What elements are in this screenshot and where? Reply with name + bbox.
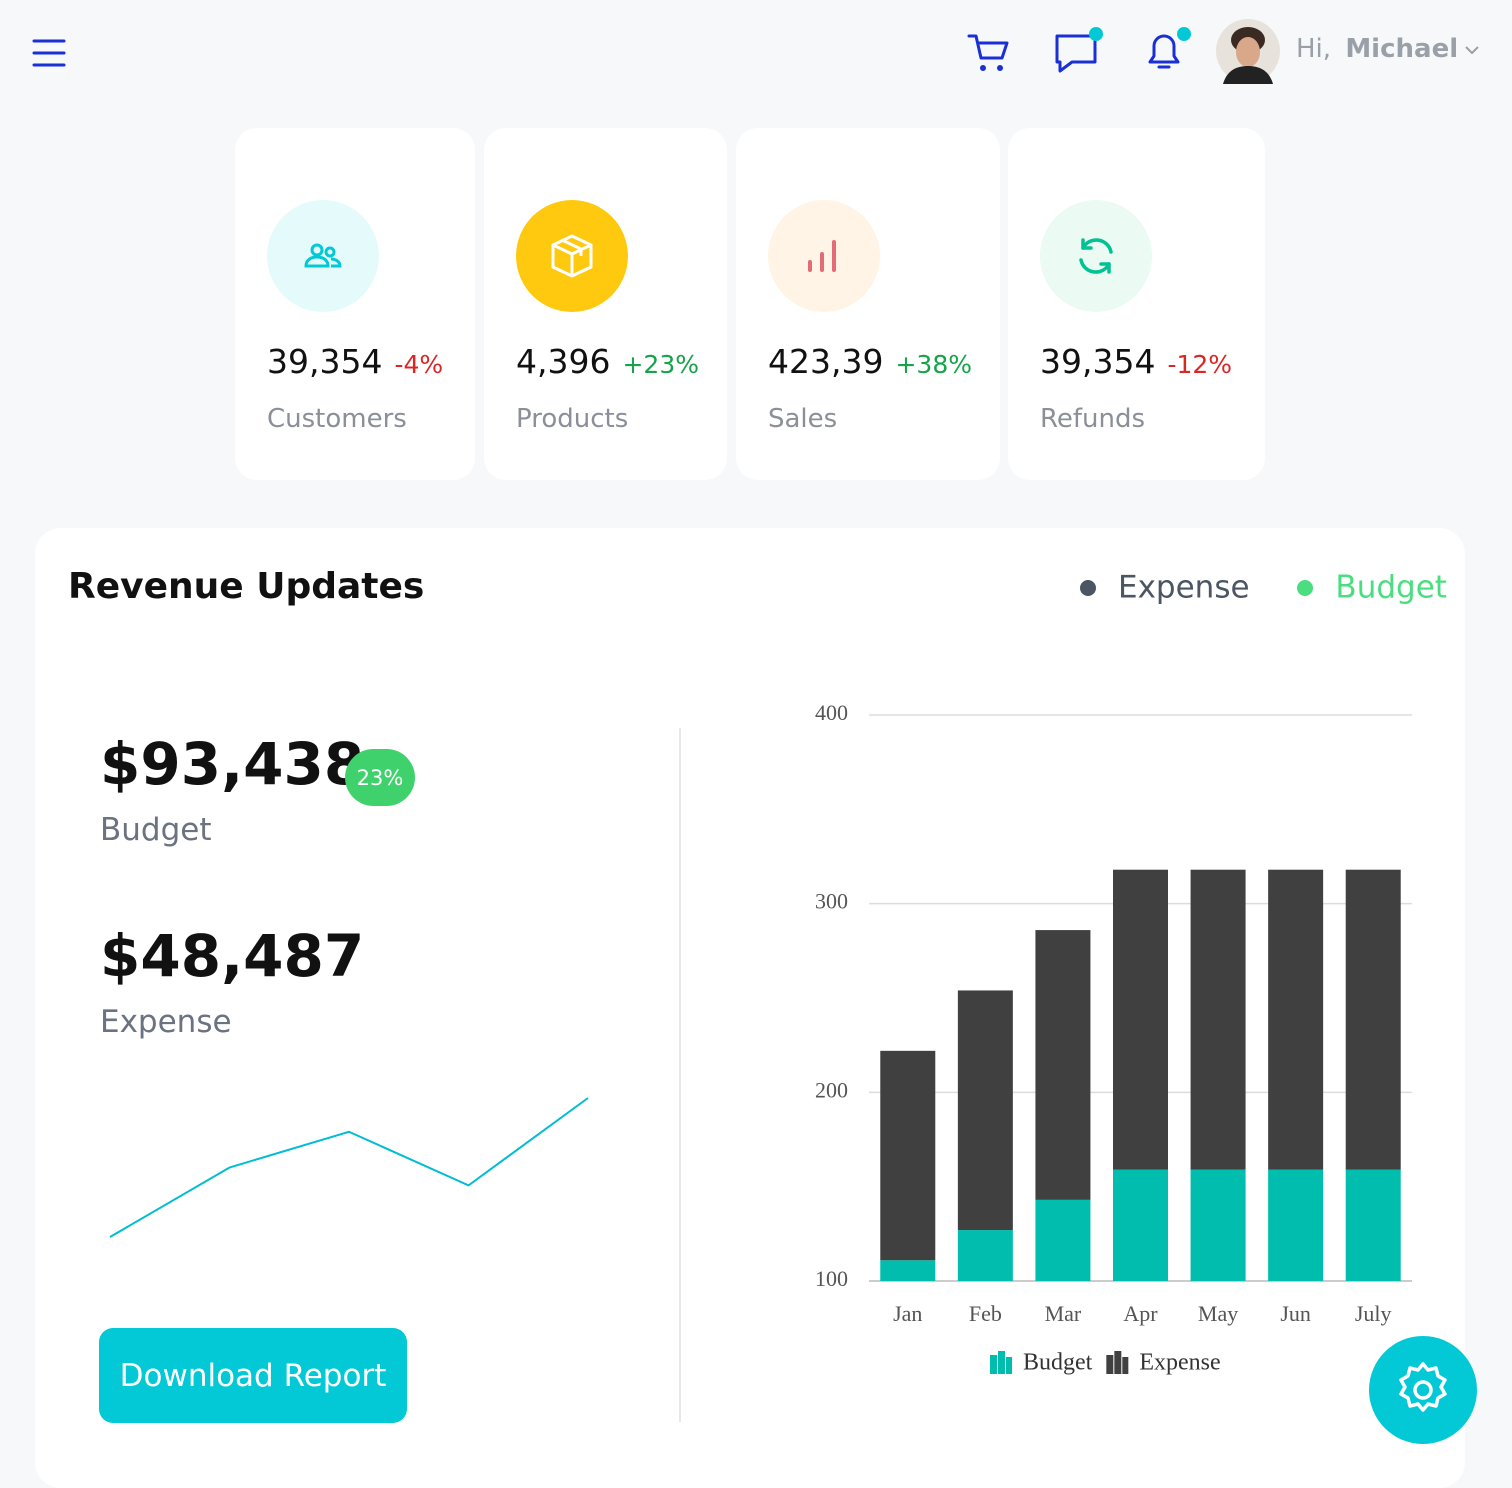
y-tick-label: 400 xyxy=(815,700,848,725)
products-icon xyxy=(551,234,593,278)
chat-button[interactable] xyxy=(1052,24,1108,76)
x-tick-label: Feb xyxy=(969,1301,1002,1326)
card-value: 4,396 xyxy=(516,342,611,381)
bar xyxy=(1268,869,1324,1170)
legend-dot xyxy=(1297,579,1314,596)
customers-icon xyxy=(304,243,342,268)
download-button[interactable]: Download Report xyxy=(99,1328,407,1423)
bar xyxy=(1345,869,1401,1170)
revenue-title: Revenue Updates xyxy=(68,566,425,607)
x-tick-label: Jan xyxy=(893,1301,922,1326)
x-tick-label: Apr xyxy=(1123,1301,1158,1326)
y-tick-label: 300 xyxy=(815,889,848,914)
sparkline xyxy=(109,1097,589,1238)
user-greeting[interactable]: Hi, Michael xyxy=(1296,34,1458,64)
sales-icon xyxy=(808,240,836,272)
expense-label: Expense xyxy=(100,1004,232,1040)
x-tick-label: May xyxy=(1198,1301,1238,1326)
bar xyxy=(1113,869,1168,1170)
bar xyxy=(1190,869,1246,1170)
card-change: -4% xyxy=(394,350,444,379)
stat-card: 423,39 +38% Sales xyxy=(736,128,1000,480)
legend-label: Expense xyxy=(1118,569,1250,606)
dropdown-chevron[interactable] xyxy=(1462,40,1482,60)
legend-icon xyxy=(1122,1357,1129,1374)
budget-amount: $93,438 xyxy=(100,730,365,798)
legend-icon xyxy=(998,1351,1005,1374)
bar xyxy=(880,1050,936,1261)
card-change: +23% xyxy=(622,350,699,379)
card-label: Products xyxy=(516,404,629,434)
refunds-icon xyxy=(1079,238,1113,274)
bar xyxy=(880,1260,936,1281)
bar xyxy=(1190,1169,1246,1281)
card-change: +38% xyxy=(895,350,972,379)
budget-label: Budget xyxy=(100,812,212,848)
legend-icon xyxy=(990,1355,997,1374)
card-label: Customers xyxy=(267,404,407,434)
bar xyxy=(957,990,1013,1231)
x-tick-label: July xyxy=(1355,1301,1392,1326)
y-tick-label: 100 xyxy=(815,1266,848,1291)
y-tick-label: 200 xyxy=(815,1077,848,1102)
legend-icon xyxy=(1006,1357,1012,1374)
avatar[interactable] xyxy=(1215,18,1281,84)
budget-badge: 23% xyxy=(345,749,415,806)
card-value: 39,354 xyxy=(267,342,383,381)
bar xyxy=(1035,1199,1091,1281)
legend-icon xyxy=(1106,1355,1114,1374)
notification-button[interactable] xyxy=(1140,24,1196,76)
menu-button[interactable] xyxy=(30,36,70,70)
legend-label: Expense xyxy=(1139,1350,1220,1376)
user-name: Michael xyxy=(1345,34,1459,64)
bar xyxy=(1035,930,1091,1200)
greeting: Hi, xyxy=(1296,34,1332,64)
x-tick-label: Mar xyxy=(1045,1301,1082,1326)
bar xyxy=(957,1230,1013,1281)
x-tick-label: Jun xyxy=(1280,1301,1311,1326)
stat-card: 39,354 -4% Customers xyxy=(235,128,475,480)
legend-label: Budget xyxy=(1023,1350,1093,1376)
divider xyxy=(679,728,681,1422)
card-icon[interactable] xyxy=(768,200,880,312)
legend-label: Budget xyxy=(1335,569,1447,606)
card-value: 39,354 xyxy=(1040,342,1156,381)
bar xyxy=(1345,1169,1401,1281)
card-icon[interactable] xyxy=(516,200,628,312)
card-label: Refunds xyxy=(1040,404,1146,434)
settings-icon xyxy=(1399,1362,1447,1412)
legend-dot xyxy=(1080,579,1096,596)
bar xyxy=(1113,1169,1168,1281)
cart-button[interactable] xyxy=(966,30,1014,78)
card-change: -12% xyxy=(1167,350,1233,379)
stat-card: 39,354 -12% Refunds xyxy=(1008,128,1265,480)
card-value: 423,39 xyxy=(768,342,884,381)
card-icon[interactable] xyxy=(267,200,379,312)
card-label: Sales xyxy=(768,404,838,434)
legend-icon xyxy=(1114,1351,1122,1374)
expense-amount: $48,487 xyxy=(100,922,365,990)
stat-card: 4,396 +23% Products xyxy=(484,128,727,480)
card-icon[interactable] xyxy=(1040,200,1152,312)
revenue-legend: Expense Budget xyxy=(1080,568,1447,606)
settings-button[interactable] xyxy=(1369,1336,1477,1444)
bar xyxy=(1268,1169,1324,1281)
